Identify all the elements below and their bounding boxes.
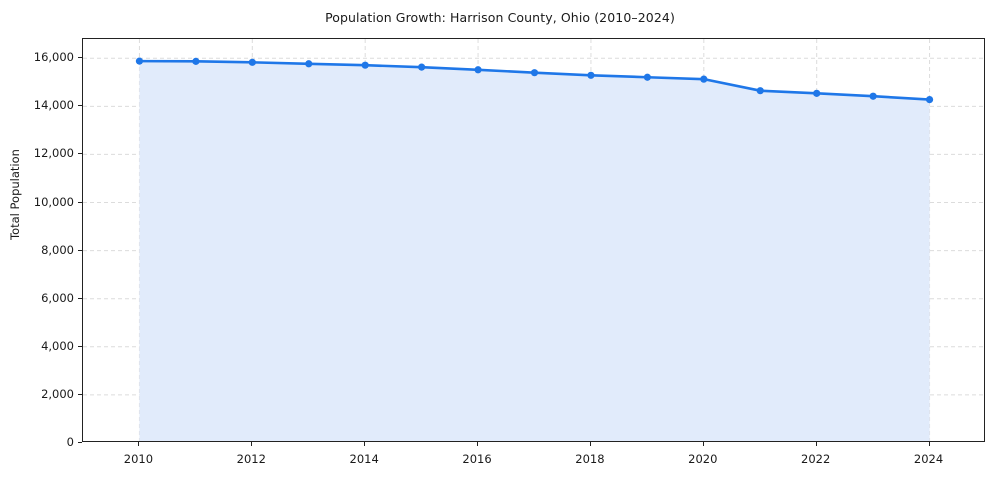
chart-title: Population Growth: Harrison County, Ohio…	[325, 10, 675, 25]
y-tick-label: 16,000	[33, 50, 74, 65]
x-tick-mark	[589, 442, 591, 446]
x-tick-mark	[251, 442, 253, 446]
y-tick-label: 6,000	[41, 290, 74, 305]
plot-area	[82, 38, 985, 442]
data-markers	[135, 57, 934, 104]
x-tick-mark	[477, 442, 479, 446]
x-tick-label: 2024	[913, 452, 944, 466]
x-tick-mark	[364, 442, 366, 446]
y-tick-label: 14,000	[33, 98, 74, 113]
x-tick-mark	[138, 442, 140, 446]
x-tick-label: 2014	[349, 452, 379, 466]
x-tick-label: 2018	[575, 452, 605, 466]
x-tick-mark	[702, 442, 704, 446]
y-tick-label: 2,000	[41, 386, 74, 401]
x-tick-label: 2020	[688, 452, 718, 466]
x-tick-label: 2016	[462, 452, 492, 466]
y-tick-label: 4,000	[41, 338, 74, 353]
x-tick-label: 2022	[801, 452, 831, 466]
area-fill	[139, 61, 930, 441]
x-tick-mark	[928, 442, 930, 446]
x-tick-label: 2010	[123, 452, 154, 466]
y-tick-mark	[78, 442, 82, 443]
y-axis-label: Total Population	[8, 149, 22, 240]
x-tick-label: 2012	[236, 452, 266, 466]
x-tick-mark	[815, 442, 817, 446]
y-tick-label: 0	[66, 435, 74, 449]
plot-svg	[83, 39, 984, 441]
y-tick-label: 8,000	[41, 242, 74, 257]
